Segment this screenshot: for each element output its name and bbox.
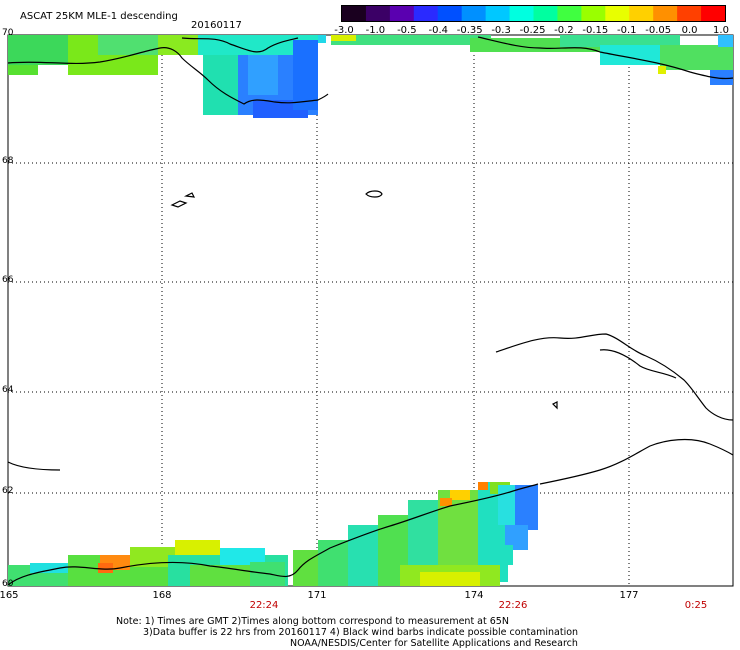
coastline-island — [183, 192, 196, 198]
lat-label: 60 — [2, 579, 14, 589]
colorbar-swatch — [413, 6, 439, 21]
footer-note-3: NOAA/NESDIS/Center for Satellite Applica… — [290, 638, 578, 649]
lat-label: 70 — [2, 28, 14, 38]
pass-time: 0:25 — [684, 600, 708, 611]
lat-label: 64 — [2, 385, 14, 395]
coastline-left-edge — [7, 461, 61, 471]
colorbar-tick-label: -0.05 — [645, 25, 672, 36]
lon-label: 171 — [307, 590, 327, 601]
colorbar-swatch — [629, 6, 654, 21]
chart-title: ASCAT 25KM MLE-1 descending — [20, 11, 178, 22]
colorbar-tick-label: -0.4 — [428, 25, 449, 36]
coastline-st-lawrence — [365, 190, 383, 198]
colorbar-tick-label: 0.0 — [681, 25, 698, 36]
coastlines — [7, 36, 734, 586]
coastline-norton — [599, 349, 677, 379]
colorbar-swatch — [509, 6, 535, 21]
lon-label: 168 — [152, 590, 172, 601]
colorbar-tick-label: -1.0 — [365, 25, 386, 36]
coastline-island — [551, 401, 558, 410]
colorbar-tick-label: -3.0 — [334, 25, 354, 36]
colorbar-tick-label: -0.5 — [397, 25, 417, 36]
colorbar-swatch — [605, 6, 630, 21]
coastline-chukotka — [7, 47, 329, 105]
lon-label: 165 — [0, 590, 19, 601]
colorbar-tick-label: -0.25 — [519, 25, 546, 36]
colorbar-gradient — [342, 6, 726, 21]
coastline-chukotka-north — [181, 37, 299, 53]
lat-label: 68 — [2, 156, 14, 166]
lat-label: 66 — [2, 275, 14, 285]
graticule — [8, 35, 733, 586]
colorbar-tick-label: -0.3 — [491, 25, 511, 36]
coastline-seward — [495, 333, 734, 421]
lat-label: 62 — [2, 486, 14, 496]
coastline-alaska-north — [477, 36, 734, 80]
colorbar-tick-label: -0.2 — [554, 25, 574, 36]
colorbar-swatch — [653, 6, 678, 21]
map-frame — [7, 34, 734, 587]
colorbar-swatch — [581, 6, 606, 21]
colorbar-tick-label: 1.0 — [713, 25, 729, 36]
coastline-south — [7, 483, 539, 586]
colorbar-swatch — [461, 6, 487, 21]
colorbar-swatch — [557, 6, 582, 21]
colorbar-swatch — [365, 6, 391, 21]
colorbar-swatch — [437, 6, 463, 21]
colorbar-swatch — [677, 6, 702, 21]
colorbar-swatch — [701, 6, 726, 21]
colorbar-swatch — [533, 6, 559, 21]
colorbar-swatch — [389, 6, 415, 21]
colorbar-swatch — [485, 6, 511, 21]
wind-swaths — [8, 35, 733, 586]
colorbar — [341, 5, 726, 22]
colorbar-tick-label: -0.15 — [582, 25, 609, 36]
lon-label: 177 — [619, 590, 639, 601]
colorbar-tick-label: -0.35 — [456, 25, 483, 36]
coastline-yukon-delta — [539, 438, 734, 485]
pass-time: 22:26 — [498, 600, 528, 611]
colorbar-tick-label: -0.1 — [616, 25, 637, 36]
colorbar-swatch — [342, 6, 367, 21]
footer-note-2: 3)Data buffer is 22 hrs from 20160117 4)… — [143, 627, 579, 638]
lon-label: 174 — [464, 590, 484, 601]
footer-note-1: Note: 1) Times are GMT 2)Times along bot… — [116, 616, 509, 627]
coastline-island — [170, 200, 188, 208]
chart-date: 20160117 — [191, 20, 242, 31]
pass-time: 22:24 — [249, 600, 279, 611]
